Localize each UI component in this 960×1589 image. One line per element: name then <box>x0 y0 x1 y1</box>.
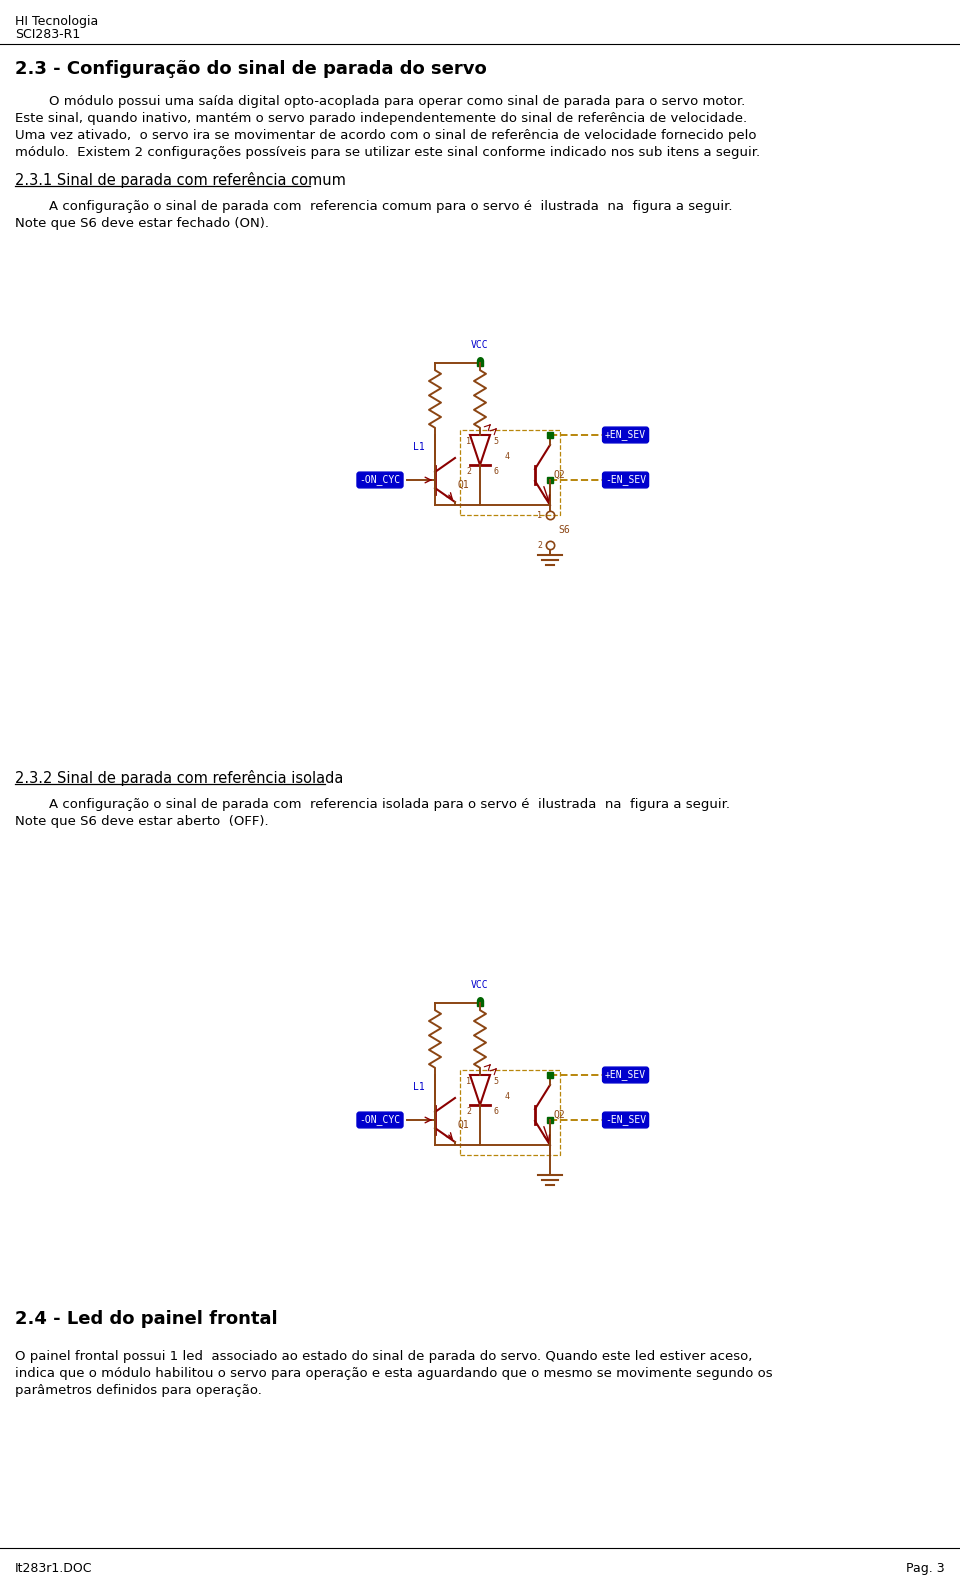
Text: 6: 6 <box>493 1108 498 1115</box>
Text: -EN_SEV: -EN_SEV <box>605 1114 646 1125</box>
Text: 5: 5 <box>493 437 498 447</box>
Text: A configuração o sinal de parada com  referencia isolada para o servo é  ilustra: A configuração o sinal de parada com ref… <box>15 798 730 810</box>
Text: VCC: VCC <box>471 340 489 350</box>
Text: Q2: Q2 <box>553 1111 564 1120</box>
Text: It283r1.DOC: It283r1.DOC <box>15 1562 92 1575</box>
Text: -EN_SEV: -EN_SEV <box>605 475 646 486</box>
Polygon shape <box>470 1076 490 1104</box>
Text: Q2: Q2 <box>553 470 564 480</box>
Text: 1: 1 <box>466 437 471 447</box>
Text: 2: 2 <box>537 540 542 550</box>
Text: Note que S6 deve estar fechado (ON).: Note que S6 deve estar fechado (ON). <box>15 218 269 230</box>
Text: 2: 2 <box>466 1108 471 1115</box>
Text: 6: 6 <box>493 467 498 477</box>
Text: O módulo possui uma saída digital opto-acoplada para operar como sinal de parada: O módulo possui uma saída digital opto-a… <box>15 95 745 108</box>
Text: Note que S6 deve estar aberto  (OFF).: Note que S6 deve estar aberto (OFF). <box>15 815 269 828</box>
Text: Pag. 3: Pag. 3 <box>906 1562 945 1575</box>
Text: -ON_CYC: -ON_CYC <box>359 1114 400 1125</box>
Text: Este sinal, quando inativo, mantém o servo parado independentemente do sinal de : Este sinal, quando inativo, mantém o ser… <box>15 111 747 126</box>
Text: módulo.  Existem 2 configurações possíveis para se utilizar este sinal conforme : módulo. Existem 2 configurações possívei… <box>15 146 760 159</box>
Text: HI Tecnologia: HI Tecnologia <box>15 14 98 29</box>
Text: O painel frontal possui 1 led  associado ao estado do sinal de parada do servo. : O painel frontal possui 1 led associado … <box>15 1351 753 1363</box>
Text: +EN_SEV: +EN_SEV <box>605 1069 646 1081</box>
Text: -ON_CYC: -ON_CYC <box>359 475 400 486</box>
Text: indica que o módulo habilitou o servo para operação e esta aguardando que o mesm: indica que o módulo habilitou o servo pa… <box>15 1367 773 1379</box>
Text: 2.4 - Led do painel frontal: 2.4 - Led do painel frontal <box>15 1309 277 1328</box>
Text: 4: 4 <box>505 1092 510 1101</box>
Text: 2.3.1 Sinal de parada com referência comum: 2.3.1 Sinal de parada com referência com… <box>15 172 346 188</box>
Text: parâmetros definidos para operação.: parâmetros definidos para operação. <box>15 1384 262 1397</box>
Text: L1: L1 <box>413 1082 424 1092</box>
Text: SCI283-R1: SCI283-R1 <box>15 29 81 41</box>
Text: 1: 1 <box>537 510 542 520</box>
Text: VCC: VCC <box>471 980 489 990</box>
Text: 4: 4 <box>505 451 510 461</box>
Text: 1: 1 <box>466 1077 471 1085</box>
Text: 5: 5 <box>493 1077 498 1085</box>
Text: Uma vez ativado,  o servo ira se movimentar de acordo com o sinal de referência : Uma vez ativado, o servo ira se moviment… <box>15 129 756 141</box>
Text: L1: L1 <box>413 442 424 451</box>
Text: +EN_SEV: +EN_SEV <box>605 429 646 440</box>
Text: A configuração o sinal de parada com  referencia comum para o servo é  ilustrada: A configuração o sinal de parada com ref… <box>15 200 732 213</box>
Text: 2: 2 <box>466 467 471 477</box>
Polygon shape <box>470 435 490 466</box>
Text: 2.3 - Configuração do sinal de parada do servo: 2.3 - Configuração do sinal de parada do… <box>15 60 487 78</box>
Text: Q1: Q1 <box>457 480 468 489</box>
Text: S6: S6 <box>558 524 569 535</box>
Text: Q1: Q1 <box>457 1120 468 1130</box>
Text: 2.3.2 Sinal de parada com referência isolada: 2.3.2 Sinal de parada com referência iso… <box>15 771 344 787</box>
